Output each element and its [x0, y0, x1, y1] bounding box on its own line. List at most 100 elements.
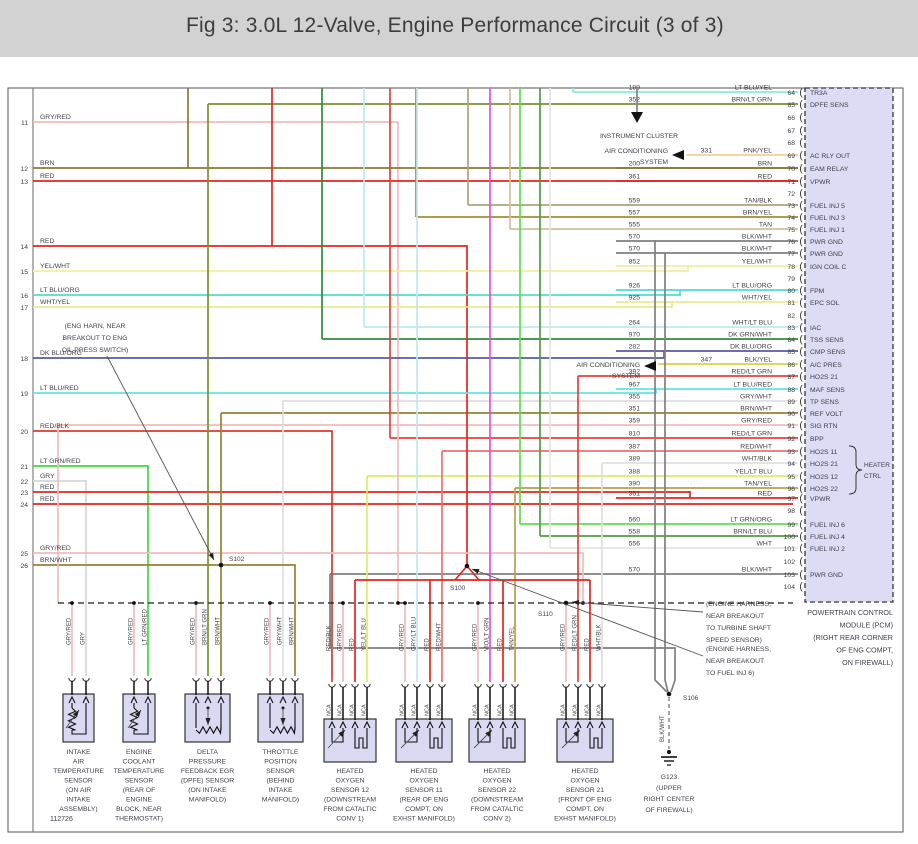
pcm-pin-socket: ( — [799, 213, 803, 224]
pcm-pin-number: 67 — [787, 128, 795, 135]
pcm-pin-row-85: 85 (282 DK BLU/ORG CMP SENS — [629, 344, 846, 358]
pin-chevron — [291, 695, 299, 704]
sensor-caption: CONV 1) — [336, 816, 364, 823]
pot-wiper-arrow-arrowhead — [205, 718, 211, 725]
bus-junction-dot — [268, 601, 272, 605]
pcm-pin-number: 69 — [787, 153, 795, 160]
connector-cup — [574, 683, 582, 688]
pcm-pin-row-83: 83 (264 WHT/LT BLU IAC — [629, 320, 822, 334]
pcm-pin-row-102: 102( — [784, 557, 804, 568]
sensor-caption: (DOWNSTREAM — [324, 797, 376, 804]
pin-chevron — [266, 695, 274, 704]
pcm-pin-row-80: 80 (926 LT BLU/ORG FPM — [629, 283, 825, 297]
left-pin-number-24: 24 — [20, 502, 28, 509]
pcm-pin-socket: ( — [799, 286, 803, 297]
pin-id-label: NCA — [327, 704, 333, 716]
left-pin-color-23: RED — [40, 484, 54, 491]
wire-color-rotated: GRY — [81, 632, 87, 645]
pcm-pin-function: EAM RELAY — [810, 166, 849, 173]
connector-cup — [266, 677, 274, 682]
pcm-pin-socket: ( — [799, 372, 803, 383]
callout-inj6: (ENGINE HARNESS, — [706, 646, 771, 653]
pcm-pin-socket: ( — [799, 262, 803, 273]
pcm-pin-row-94: 94 (389 WHT/BLK HO2S 21 — [629, 456, 839, 470]
splice-S100 — [464, 563, 470, 569]
wire-color-code: LT BLU/YEL — [735, 85, 772, 92]
circuit-number: 556 — [629, 541, 641, 548]
pcm-pin-socket: ( — [799, 177, 803, 188]
o2-sense-arrow-arrowhead — [338, 730, 345, 737]
sensor-caption: TEMPERATURE — [53, 768, 104, 775]
ground-caption: G123 — [661, 774, 678, 781]
pin-chevron — [339, 720, 347, 729]
thermistor-return — [71, 703, 87, 735]
instrument-cluster-arrow — [631, 112, 643, 123]
pcm-pin-row-88: 88 (967 LT BLU/RED MAF SENS — [629, 382, 846, 396]
pcm-pin-number: 91 — [787, 423, 795, 430]
pin-chevron — [474, 720, 482, 729]
wire-color-code: DK BLU/ORG — [730, 344, 772, 351]
left-pin-number-14: 14 — [20, 244, 28, 251]
pin-chevron — [363, 720, 371, 729]
wire-color-code: YEL/LT BLU — [735, 469, 772, 476]
pcm-pin-function: IAC — [810, 325, 821, 332]
pcm-pin-row-73: 73 (559 TAN/BLK FUEL INJ 5 — [629, 198, 845, 212]
sensor-caption: (ON INTAKE — [188, 787, 227, 794]
pcm-pin-function: FUEL INJ 1 — [810, 227, 845, 234]
wire-red — [33, 491, 691, 498]
sensor-caption: INTAKE — [66, 797, 91, 804]
pcm-pin-socket: ( — [799, 421, 803, 432]
wire-color-rotated: RED — [425, 638, 431, 651]
left-pin-color-22: GRY — [40, 473, 55, 480]
pin-id-label: NCA — [425, 704, 431, 716]
sensor-caption: SENSOR 11 — [405, 787, 443, 794]
pcm-pin-socket: ( — [799, 385, 803, 396]
left-pin-color-14: RED — [40, 238, 54, 245]
sensor-caption: FROM CATALTIC — [323, 806, 376, 813]
sensor-ho2s22: NCA GRY/RED NCA VIO/LT GRN NCA RED NCA TAN/YEL H… — [468, 618, 526, 823]
doc-number: 112726 — [50, 816, 73, 823]
pcm-pin-number: 101 — [784, 546, 796, 553]
left-pin-number-11: 11 — [21, 120, 28, 127]
sensor-caption: THERMOSTAT) — [115, 816, 163, 823]
connector-cup — [598, 683, 606, 688]
wire-gry — [33, 480, 87, 676]
pcm-pin-row-89: 89 (355 GRY/WHT TP SENS — [629, 394, 840, 408]
wire-color-rotated: RED/BLK — [327, 625, 333, 651]
wire-color-code: YEL/WHT — [742, 259, 772, 266]
pcm-pin-function: FUEL INJ 5 — [810, 203, 845, 210]
o2-heater-element — [502, 728, 516, 749]
sensor-caption: OXYGEN — [335, 778, 364, 785]
pcm-pin-function: A/C PRES — [810, 362, 842, 369]
pcm-pin-function: PWR GND — [810, 251, 843, 258]
wire-color-code: TAN/BLK — [744, 198, 772, 205]
pcm-pin-row-81: 81 (925 WHT/YEL EPC SOL — [629, 295, 840, 309]
wire-color-code: TAN/YEL — [744, 481, 772, 488]
sensor-caption: COMPT, ON — [405, 806, 443, 813]
pin-id-label: NCA — [597, 704, 603, 716]
left-pin-color-11: GRY/RED — [40, 114, 71, 121]
circuit-number: 558 — [629, 529, 641, 536]
splice-label-S110: S110 — [538, 611, 553, 618]
pcm-pin-row-82: 82 ( — [787, 311, 803, 322]
pcm-pin-row-78: 78 (852 YEL/WHT IGN COIL C — [629, 259, 847, 273]
circuit-number: 389 — [629, 456, 641, 463]
sensor-caption: SENSOR 21 — [566, 787, 604, 794]
o2-sense-element — [404, 728, 418, 743]
connector-cup — [474, 683, 482, 688]
pcm-pin-row-87: 87 (392 RED/LT GRN HO2S 21 — [629, 369, 839, 383]
sensor-caption: INTAKE — [268, 787, 293, 794]
pcm-pin-function: FUEL INJ 2 — [810, 546, 845, 553]
pcm-pin-number: 75 — [787, 227, 795, 234]
circuit-number: 200 — [629, 161, 641, 168]
wire-color-code: LT GRN/ORG — [730, 517, 772, 524]
sensor-caption: (BEHIND — [267, 778, 295, 785]
wire-red-blk — [33, 430, 333, 682]
pcm-pin-number: 104 — [784, 584, 796, 591]
pcm-pin-function: VPWR — [810, 496, 830, 503]
pcm-pin-number: 80 — [787, 288, 795, 295]
pcm-pin-function: FUEL INJ 4 — [810, 534, 845, 541]
wire-color-code: BRN — [758, 161, 772, 168]
sensor-dpfe: GRY/RED BRN/LT GRN BRN/WHT DELTA PRESSURE FEE… — [181, 609, 234, 803]
callout-tss: TO TURBINE SHAFT — [706, 625, 771, 632]
